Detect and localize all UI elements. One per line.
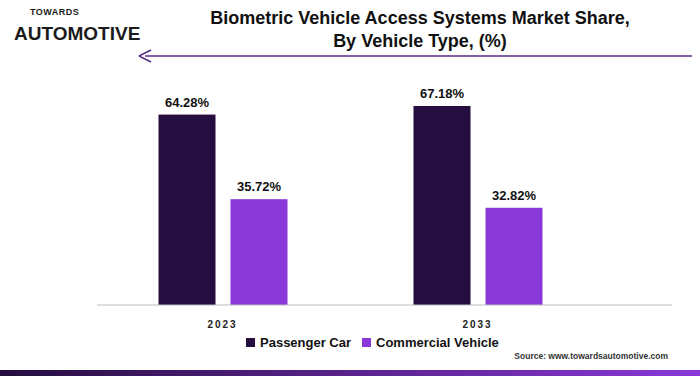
bottom-band — [0, 370, 700, 376]
x-tick-label: 2023 — [207, 319, 237, 330]
bar — [414, 106, 471, 305]
legend-swatch — [246, 338, 255, 347]
data-label: 35.72% — [237, 179, 282, 194]
bar — [159, 115, 216, 305]
divider-arrow — [139, 50, 151, 62]
source: Source: www.towardsautomotive.com — [514, 351, 668, 361]
page: {"chart_data": { "type": "bar", "title":… — [0, 0, 700, 376]
x-axis — [97, 305, 672, 306]
title-line: By Vehicle Type, (%) — [333, 31, 507, 51]
bar — [231, 199, 288, 305]
title-line: Biometric Vehicle Access Systems Market … — [210, 8, 630, 28]
data-label: 32.82% — [492, 188, 537, 203]
x-tick-label: 2033 — [462, 319, 492, 330]
bar — [486, 208, 543, 305]
data-label: 67.18% — [420, 86, 465, 101]
brand-bottom: AUTOMOTIVE — [14, 23, 140, 44]
chart: TOWARDS AUTOMOTIVE Biometric Vehicle Acces… — [0, 0, 700, 376]
bars — [159, 106, 543, 305]
legend-label: Passenger Car — [260, 335, 351, 350]
legend-swatch — [362, 338, 371, 347]
title: Biometric Vehicle Access Systems Market … — [210, 8, 630, 51]
data-label: 64.28% — [165, 95, 210, 110]
divider — [145, 55, 692, 57]
brand-top: TOWARDS — [30, 7, 79, 17]
legend-label: Commercial Vehicle — [376, 335, 499, 350]
